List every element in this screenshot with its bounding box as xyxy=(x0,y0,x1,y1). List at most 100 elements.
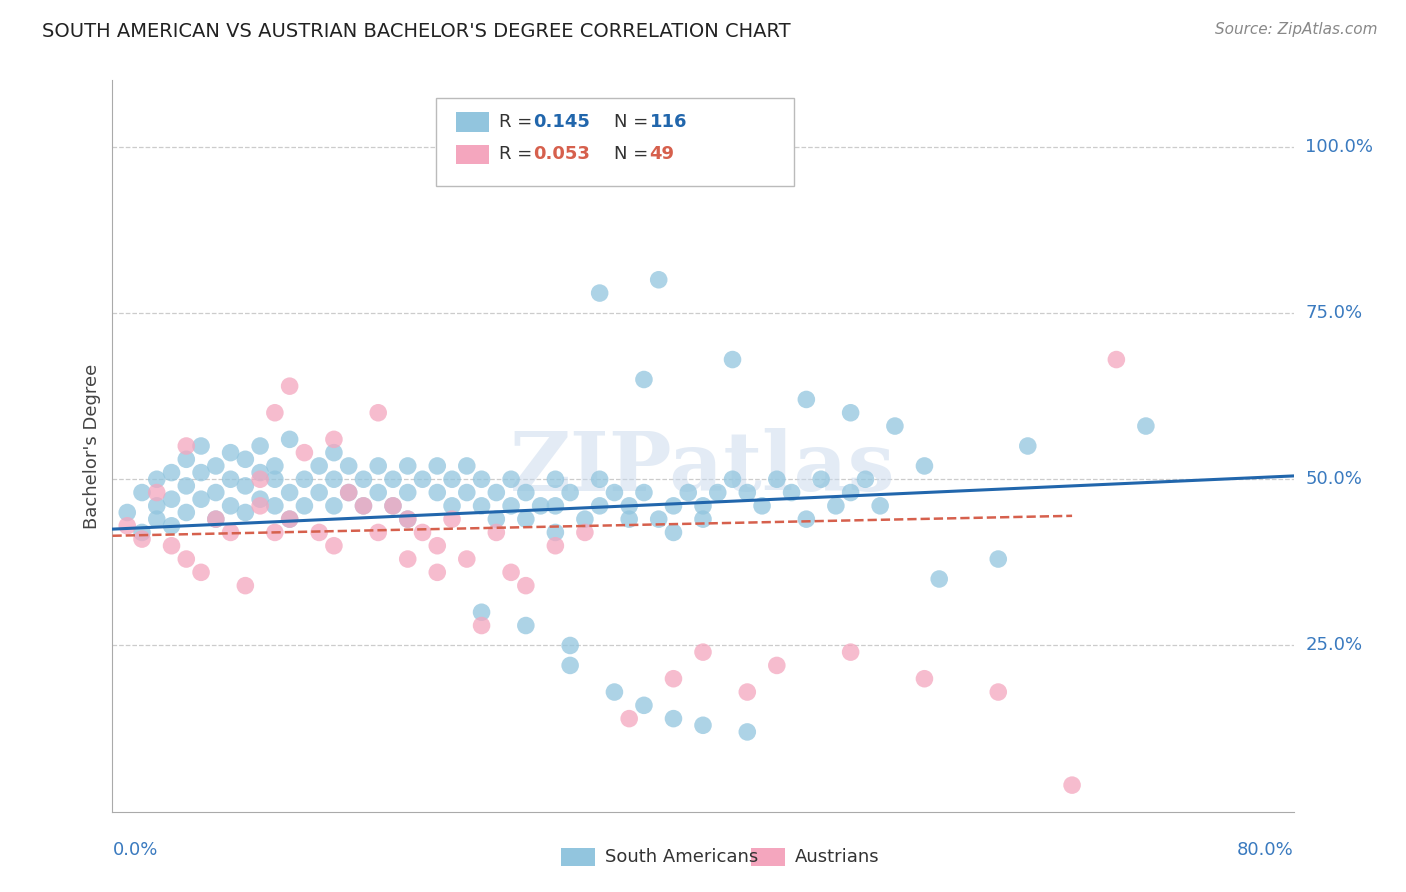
Point xyxy=(515,485,537,500)
Text: SOUTH AMERICAN VS AUSTRIAN BACHELOR'S DEGREE CORRELATION CHART: SOUTH AMERICAN VS AUSTRIAN BACHELOR'S DE… xyxy=(42,22,790,41)
Point xyxy=(264,525,287,540)
Point xyxy=(456,552,478,566)
Point xyxy=(692,645,714,659)
Text: 49: 49 xyxy=(650,145,675,163)
Point xyxy=(588,286,610,301)
Point xyxy=(441,472,464,486)
Point xyxy=(352,472,374,486)
Point xyxy=(485,512,508,526)
Point xyxy=(647,273,671,287)
Point xyxy=(146,485,169,500)
Point xyxy=(249,472,271,486)
Point xyxy=(367,406,389,420)
Point xyxy=(662,672,685,686)
Point xyxy=(515,512,537,526)
Point xyxy=(426,458,449,473)
Point xyxy=(619,499,641,513)
Point xyxy=(426,485,449,500)
Point xyxy=(839,406,862,420)
Point xyxy=(190,466,212,480)
Point xyxy=(544,539,567,553)
Point xyxy=(396,458,419,473)
Point xyxy=(174,479,197,493)
Point xyxy=(914,672,936,686)
Point xyxy=(146,472,169,486)
Point xyxy=(367,458,389,473)
Point xyxy=(278,512,301,526)
Point xyxy=(146,512,169,526)
Point xyxy=(574,512,596,526)
Point xyxy=(485,525,508,540)
Text: N =: N = xyxy=(614,145,654,163)
Text: 75.0%: 75.0% xyxy=(1305,304,1362,322)
Point xyxy=(544,472,567,486)
Point xyxy=(219,499,242,513)
Point xyxy=(146,499,169,513)
Point xyxy=(1135,419,1157,434)
Point xyxy=(396,485,419,500)
Point xyxy=(1062,778,1084,792)
Point xyxy=(249,499,271,513)
Point xyxy=(662,499,685,513)
Point xyxy=(796,512,818,526)
Point xyxy=(839,485,862,500)
Point xyxy=(190,439,212,453)
Point xyxy=(766,658,789,673)
Point xyxy=(824,499,846,513)
Point xyxy=(603,485,626,500)
Point xyxy=(869,499,891,513)
Point xyxy=(737,485,759,500)
Point xyxy=(721,352,744,367)
Text: R =: R = xyxy=(499,113,538,131)
Point xyxy=(470,472,494,486)
Point xyxy=(278,379,301,393)
Point xyxy=(441,512,464,526)
Text: South Americans: South Americans xyxy=(605,848,758,866)
Point xyxy=(352,499,374,513)
Point xyxy=(131,485,153,500)
Point xyxy=(721,472,744,486)
Point xyxy=(190,492,212,507)
Point xyxy=(839,645,862,659)
Point xyxy=(558,639,582,653)
Point xyxy=(131,532,153,546)
Text: 116: 116 xyxy=(650,113,688,131)
Point xyxy=(352,499,374,513)
Point xyxy=(633,485,655,500)
Point xyxy=(219,445,242,459)
Point xyxy=(426,539,449,553)
Point xyxy=(441,499,464,513)
Point xyxy=(205,512,228,526)
Point xyxy=(692,718,714,732)
Point xyxy=(308,525,330,540)
Point xyxy=(323,445,346,459)
Point xyxy=(796,392,818,407)
Point xyxy=(515,579,537,593)
Point xyxy=(678,485,700,500)
Point xyxy=(810,472,832,486)
Point xyxy=(367,485,389,500)
Text: 0.053: 0.053 xyxy=(533,145,589,163)
Point xyxy=(174,452,197,467)
Point xyxy=(855,472,877,486)
Point xyxy=(588,499,610,513)
Point xyxy=(692,499,714,513)
Point xyxy=(692,512,714,526)
Point xyxy=(633,372,655,386)
Text: 25.0%: 25.0% xyxy=(1305,637,1362,655)
Point xyxy=(706,485,728,500)
Point xyxy=(396,552,419,566)
Point xyxy=(117,518,138,533)
Point xyxy=(396,512,419,526)
Point xyxy=(382,499,405,513)
Point xyxy=(205,458,228,473)
Point xyxy=(603,685,626,699)
Text: N =: N = xyxy=(614,113,654,131)
Point xyxy=(411,525,433,540)
Point xyxy=(205,512,228,526)
Point xyxy=(292,445,315,459)
Point xyxy=(987,552,1010,566)
Text: 0.145: 0.145 xyxy=(533,113,589,131)
Point xyxy=(633,698,655,713)
Point xyxy=(278,512,301,526)
